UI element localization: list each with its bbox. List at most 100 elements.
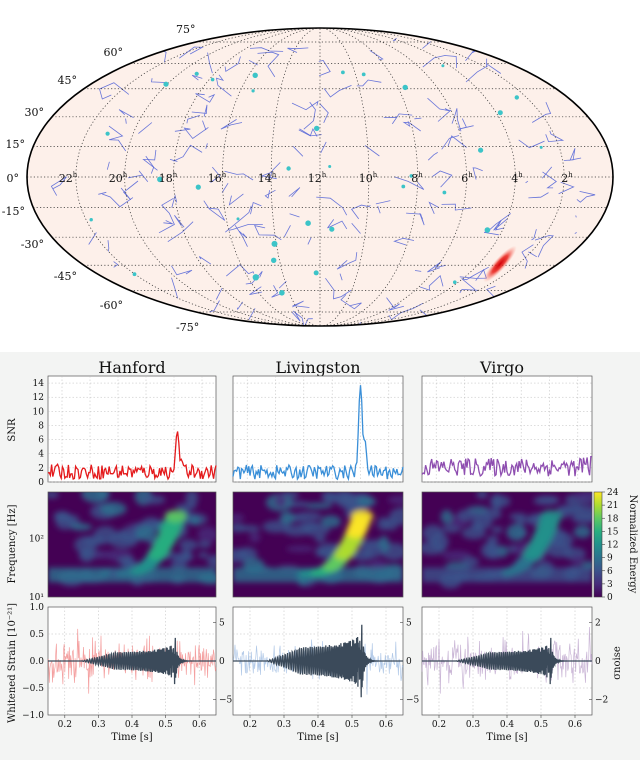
constellation [179,46,204,59]
constellation [386,297,405,311]
snr-series [47,431,217,481]
snr-tick-label: 12 [33,393,44,403]
sigma-tick-label: 0 [595,657,601,667]
colorbar-tick-label: 24 [607,488,619,498]
constellation [228,224,263,231]
constellation [534,235,554,258]
constellation [563,148,582,161]
constellation [459,288,478,294]
ra-label: 18h [159,171,178,185]
star [453,280,457,285]
time-tick-label: 0.4 [311,720,326,730]
sigma-noise-label: σnoise [612,646,623,680]
dec-label: -45° [54,270,77,283]
strain-panel-livingston: 0.2 0.3 0.4 0.5 0.6 5 0 −5 Time [s] [232,606,420,743]
star [279,290,285,296]
constellation [191,104,208,117]
time-tick-label: 0.2 [58,720,72,730]
constellation [250,201,262,215]
constellation [432,170,453,188]
constellation [340,294,362,310]
strain-ylabel: Whitened Strain [10⁻²¹] [7,603,18,723]
dec-label: -75° [176,321,199,334]
constellation [288,187,301,198]
star [341,70,345,75]
star [402,84,408,91]
constellation [525,180,529,184]
constellation [465,65,489,83]
strain-model [48,637,216,685]
constellation [291,311,301,322]
star [157,176,163,183]
constellation [118,109,134,119]
constellation [167,221,194,243]
strain-tick-label: −0.5 [22,684,44,694]
star [252,72,258,79]
star [195,184,201,190]
sigma-tick-label: 0 [406,657,412,667]
constellation [325,277,352,300]
constellation [120,180,139,201]
constellation [393,237,415,246]
constellation [198,256,212,265]
constellation [215,288,223,300]
constellation [336,252,358,270]
constellation [289,213,300,218]
colorbar-tick-label: 9 [607,554,613,564]
constellation [210,166,221,183]
constellation [575,215,577,218]
constellation [234,225,248,247]
ra-label: 8h [411,171,423,185]
star [328,165,332,168]
star [236,217,240,221]
star [89,218,93,222]
star [329,226,335,232]
ra-gridline [173,28,310,326]
time-tick-label: 0.3 [277,720,292,730]
ra-gridline [337,28,565,326]
sigma-tick-label: 2 [595,618,601,628]
snr-tick-label: 4 [38,450,44,460]
constellation [249,286,263,295]
constellation [292,146,304,157]
constellation [128,174,143,179]
constellation [292,300,310,308]
snr-panel-livingston [232,375,404,483]
constellation [257,51,280,78]
colorbar-tick-label: 0 [607,593,613,603]
star [441,64,445,68]
snr-tick-label: 6 [38,436,44,446]
constellation [427,261,446,273]
constellation [576,191,596,203]
constellation [318,60,331,77]
constellation [316,196,348,216]
constellation [422,41,431,49]
snr-tick-label: 10 [33,407,45,417]
time-tick-label: 0.3 [91,720,106,730]
constellation [226,264,255,277]
constellation [171,277,179,299]
constellation [392,37,397,41]
sky-grid [27,28,613,326]
colorbar-gradient [593,491,603,598]
time-xlabel: Time [s] [297,732,338,743]
star [484,227,491,233]
constellation [215,74,232,97]
colorbar: 0 3 6 9 12 15 18 21 24 Normalized Energy [593,488,638,603]
star [210,77,215,82]
constellation [545,130,565,143]
colorbar-tick-label: 12 [607,541,618,551]
sigma-tick-label: 5 [406,618,412,628]
ra-label: 16h [208,171,227,185]
constellation [221,182,229,193]
constellation [319,103,329,123]
snr-tick-label: 0 [38,478,44,488]
time-tick-label: 0.5 [534,720,549,730]
constellation [169,159,178,162]
star [361,72,366,77]
constellation [574,232,577,234]
ra-label: 12h [308,171,327,185]
time-tick-label: 0.2 [243,720,257,730]
constellation [377,205,381,214]
